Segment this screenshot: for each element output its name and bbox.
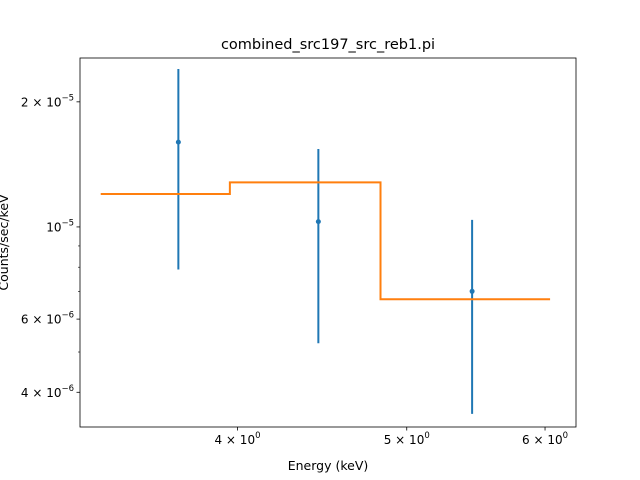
- x-axis-label: Energy (keV): [288, 458, 369, 473]
- x-tick-label: 5 × 100: [384, 431, 430, 447]
- y-axis: 4 × 10−6 6 × 10−6 10−5 2 × 10−5: [21, 93, 80, 400]
- y-tick-label: 10−5: [46, 218, 74, 234]
- data-point: [315, 219, 321, 225]
- data-point: [175, 139, 181, 145]
- x-tick-label: 4 × 100: [214, 431, 260, 447]
- y-tick-label: 4 × 10−6: [21, 384, 74, 400]
- x-tick-label: 6 × 100: [522, 431, 568, 447]
- y-tick-label: 2 × 10−5: [21, 93, 74, 109]
- x-axis: 4 × 100 5 × 100 6 × 100: [214, 427, 568, 447]
- y-tick-label: 6 × 10−6: [21, 311, 74, 327]
- axes-frame: [79, 57, 577, 428]
- plot-area: [100, 68, 551, 414]
- data-point: [469, 288, 475, 294]
- y-axis-label: Counts/sec/keV: [0, 194, 11, 291]
- chart-title: combined_src197_src_reb1.pi: [221, 37, 435, 53]
- model-step-line: [100, 181, 551, 301]
